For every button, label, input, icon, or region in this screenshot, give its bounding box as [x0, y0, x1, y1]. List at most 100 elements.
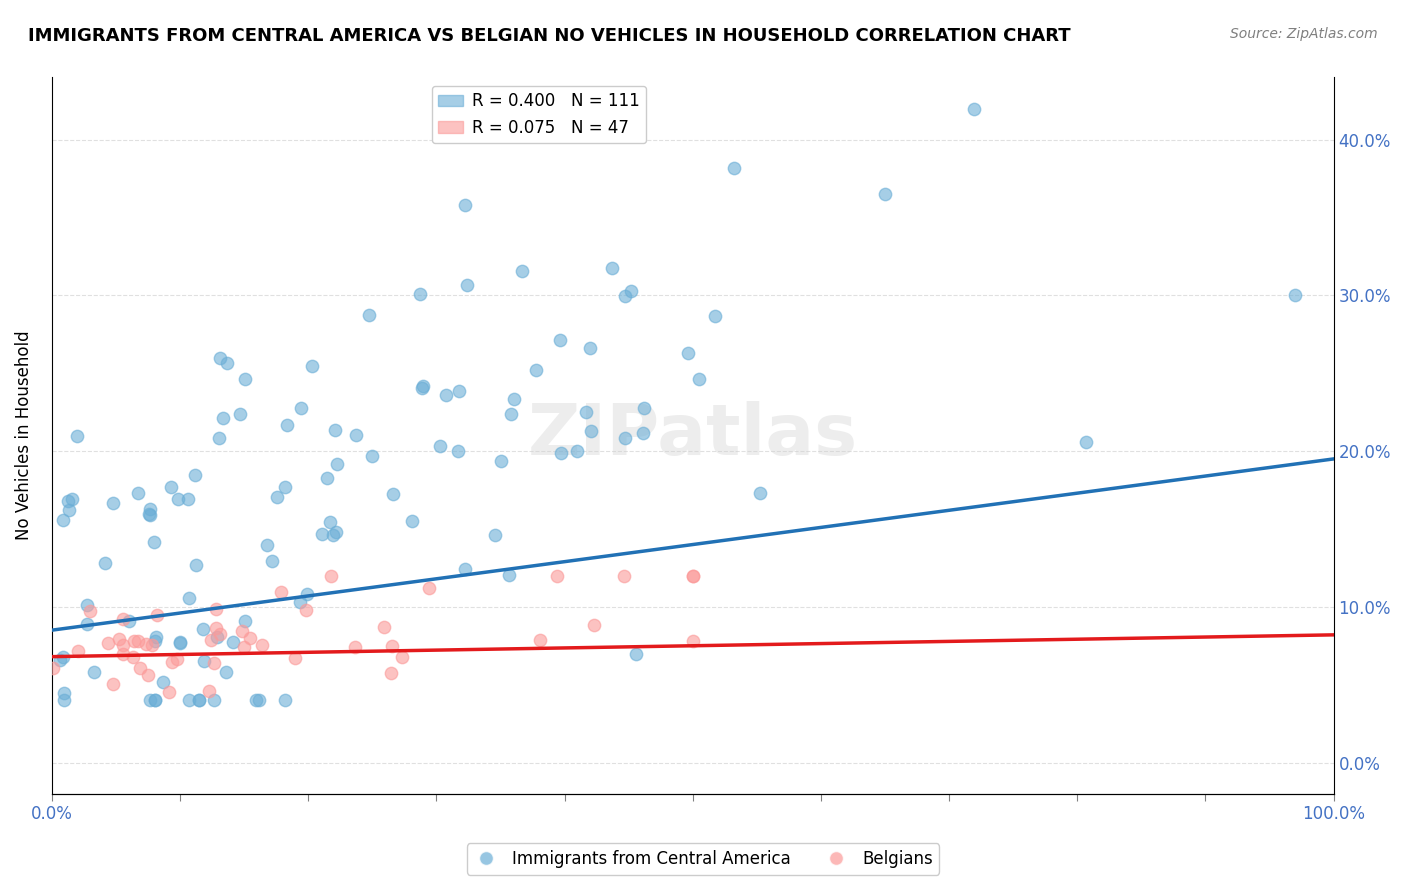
Immigrants from Central America	[633, 401, 655, 415]
Immigrants from Central America	[290, 401, 312, 415]
Belgians	[231, 624, 253, 639]
Immigrants from Central America	[193, 654, 215, 668]
Belgians	[373, 620, 395, 634]
Immigrants from Central America	[52, 513, 75, 527]
Immigrants from Central America	[429, 439, 451, 453]
Immigrants from Central America	[676, 346, 699, 360]
Belgians	[122, 650, 145, 665]
Belgians	[205, 621, 228, 635]
Immigrants from Central America	[963, 102, 986, 116]
Legend: Immigrants from Central America, Belgians: Immigrants from Central America, Belgian…	[467, 844, 939, 875]
Immigrants from Central America	[631, 425, 654, 440]
Belgians	[202, 656, 225, 670]
Belgians	[129, 661, 152, 675]
Immigrants from Central America	[266, 490, 288, 504]
Immigrants from Central America	[145, 630, 167, 644]
Immigrants from Central America	[177, 492, 200, 507]
Immigrants from Central America	[361, 449, 384, 463]
Text: IMMIGRANTS FROM CENTRAL AMERICA VS BELGIAN NO VEHICLES IN HOUSEHOLD CORRELATION : IMMIGRANTS FROM CENTRAL AMERICA VS BELGI…	[28, 27, 1071, 45]
Point	[1284, 288, 1306, 302]
Immigrants from Central America	[208, 431, 231, 445]
Immigrants from Central America	[359, 309, 381, 323]
Immigrants from Central America	[323, 423, 346, 437]
Immigrants from Central America	[408, 286, 430, 301]
Belgians	[250, 638, 273, 652]
Belgians	[583, 618, 606, 632]
Immigrants from Central America	[184, 467, 207, 482]
Immigrants from Central America	[620, 284, 643, 298]
Immigrants from Central America	[211, 411, 233, 425]
Immigrants from Central America	[208, 351, 231, 366]
Immigrants from Central America	[447, 444, 470, 458]
Immigrants from Central America	[60, 492, 83, 507]
Immigrants from Central America	[704, 309, 727, 323]
Belgians	[529, 632, 551, 647]
Belgians	[103, 676, 125, 690]
Immigrants from Central America	[412, 379, 434, 393]
Immigrants from Central America	[434, 388, 457, 402]
Belgians	[124, 634, 146, 648]
Immigrants from Central America	[215, 665, 238, 680]
Belgians	[284, 651, 307, 665]
Immigrants from Central America	[139, 502, 162, 516]
Immigrants from Central America	[454, 197, 477, 211]
Immigrants from Central America	[311, 527, 333, 541]
Immigrants from Central America	[319, 516, 342, 530]
Immigrants from Central America	[503, 392, 526, 407]
Immigrants from Central America	[411, 381, 433, 395]
Belgians	[239, 631, 262, 645]
Immigrants from Central America	[202, 693, 225, 707]
Immigrants from Central America	[499, 408, 522, 422]
Belgians	[166, 652, 188, 666]
Immigrants from Central America	[565, 444, 588, 458]
Immigrants from Central America	[76, 598, 98, 612]
Belgians	[112, 638, 135, 652]
Immigrants from Central America	[301, 359, 323, 373]
Immigrants from Central America	[53, 693, 76, 707]
Immigrants from Central America	[233, 372, 256, 386]
Immigrants from Central America	[139, 693, 162, 707]
Immigrants from Central America	[52, 650, 75, 665]
Immigrants from Central America	[179, 591, 201, 605]
Immigrants from Central America	[575, 405, 598, 419]
Belgians	[112, 647, 135, 661]
Immigrants from Central America	[143, 693, 166, 707]
Immigrants from Central America	[612, 102, 634, 116]
Immigrants from Central America	[325, 525, 347, 540]
Immigrants from Central America	[688, 372, 710, 386]
Immigrants from Central America	[101, 496, 124, 510]
Belgians	[136, 667, 159, 681]
Belgians	[613, 568, 636, 582]
Immigrants from Central America	[498, 567, 520, 582]
Belgians	[294, 603, 316, 617]
Immigrants from Central America	[207, 630, 229, 644]
Immigrants from Central America	[139, 508, 162, 522]
Belgians	[204, 601, 226, 615]
Y-axis label: No Vehicles in Household: No Vehicles in Household	[15, 331, 32, 541]
Immigrants from Central America	[93, 556, 115, 570]
Immigrants from Central America	[723, 161, 745, 176]
Immigrants from Central America	[273, 480, 295, 494]
Belgians	[319, 568, 342, 582]
Immigrants from Central America	[169, 635, 191, 649]
Belgians	[141, 639, 163, 653]
Immigrants from Central America	[215, 356, 238, 370]
Immigrants from Central America	[1076, 435, 1098, 450]
Immigrants from Central America	[118, 614, 141, 628]
Belgians	[270, 584, 292, 599]
Belgians	[146, 608, 169, 623]
Immigrants from Central America	[295, 587, 318, 601]
Immigrants from Central America	[454, 561, 477, 575]
Immigrants from Central America	[614, 431, 637, 445]
Immigrants from Central America	[260, 554, 283, 568]
Immigrants from Central America	[510, 264, 533, 278]
Belgians	[67, 643, 90, 657]
Immigrants from Central America	[290, 595, 312, 609]
Immigrants from Central America	[186, 558, 208, 572]
Immigrants from Central America	[127, 486, 149, 500]
Belgians	[97, 636, 120, 650]
Immigrants from Central America	[83, 665, 105, 680]
Immigrants from Central America	[256, 538, 278, 552]
Immigrants from Central America	[626, 647, 648, 661]
Immigrants from Central America	[484, 527, 506, 541]
